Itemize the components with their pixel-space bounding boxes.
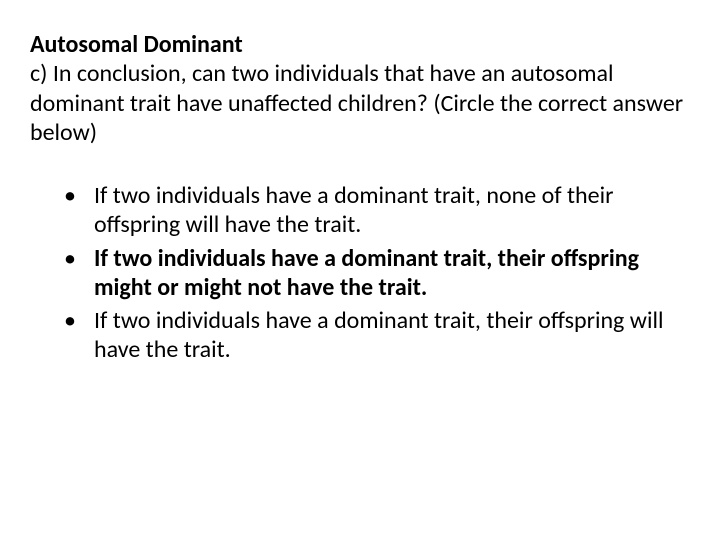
bullet-text: If two individuals have a dominant trait…: [94, 244, 639, 302]
bullet-text: If two individuals have a dominant trait…: [94, 306, 663, 364]
bullet-text: If two individuals have a dominant trait…: [94, 181, 613, 239]
heading-body: c) In conclusion, can two individuals th…: [30, 59, 683, 147]
bullet-list: If two individuals have a dominant trait…: [30, 181, 690, 365]
slide: Autosomal Dominant c) In conclusion, can…: [0, 0, 720, 540]
heading-block: Autosomal Dominant c) In conclusion, can…: [30, 30, 690, 147]
list-item: If two individuals have a dominant trait…: [64, 181, 690, 240]
list-item: If two individuals have a dominant trait…: [64, 306, 690, 365]
list-item: If two individuals have a dominant trait…: [64, 244, 690, 303]
heading-title: Autosomal Dominant: [30, 30, 243, 59]
